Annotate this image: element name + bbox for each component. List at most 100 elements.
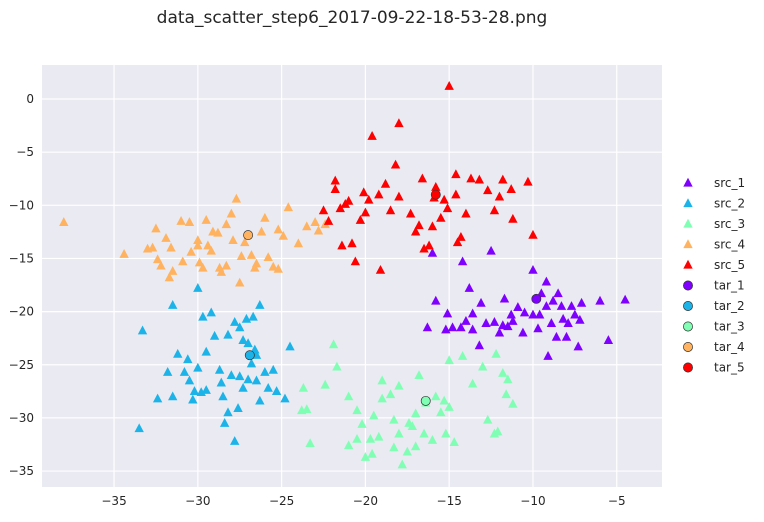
data-point-src_1 [486, 245, 496, 255]
data-point-src_5 [335, 203, 345, 213]
data-point-src_4 [216, 267, 226, 276]
x-tick-label: −10 [520, 494, 545, 508]
data-point-src_4 [240, 237, 250, 247]
data-point-src_2 [230, 317, 240, 326]
data-point-src_3 [369, 410, 379, 420]
x-tick-label: −30 [185, 494, 210, 508]
data-point-src_3 [498, 368, 508, 377]
legend-marker-tar_4 [683, 342, 693, 352]
data-point-src_3 [343, 391, 354, 401]
data-point-src_1 [561, 331, 572, 341]
data-point-src_3 [367, 448, 377, 458]
data-point-src_3 [444, 402, 454, 411]
data-point-src_2 [189, 386, 200, 395]
data-point-src_3 [352, 433, 362, 443]
y-tick-label: −35 [9, 464, 34, 478]
data-point-src_3 [320, 379, 330, 389]
data-point-src_2 [280, 393, 290, 403]
data-point-src_2 [248, 311, 258, 321]
data-point-src_3 [489, 428, 500, 438]
data-point-src_3 [352, 405, 362, 415]
data-point-src_2 [219, 418, 230, 427]
legend-label-tar_2: tar_2 [714, 299, 745, 313]
data-point-src_1 [442, 308, 453, 318]
legend: src_1 src_2 src_3 src_4 src_5 tar_1 tar_2 tar_3… [683, 176, 745, 375]
data-point-src_2 [168, 391, 178, 401]
data-point-src_1 [441, 324, 451, 334]
legend-label-src_4: src_4 [714, 238, 745, 252]
data-point-src_5 [528, 229, 538, 239]
y-axis-ticks: 0 −5 −10 −15 −20 −25 −30 −35 [9, 92, 34, 478]
data-point-src_4 [278, 230, 288, 240]
data-point-src_3 [410, 441, 421, 451]
data-point-src_1 [570, 309, 580, 319]
data-point-src_4 [208, 226, 218, 236]
data-point-src_1 [506, 309, 516, 319]
data-point-src_4 [235, 277, 245, 287]
data-point-src_1 [518, 327, 528, 337]
data-point-src_1 [566, 301, 577, 310]
data-point-src_3 [414, 370, 424, 380]
data-point-src_3 [457, 351, 468, 360]
data-point-src_4 [228, 235, 238, 245]
legend-marker-tar_1 [683, 280, 693, 291]
data-point-src_4 [151, 223, 161, 233]
data-point-src_5 [360, 207, 371, 217]
data-point-src_2 [137, 325, 148, 335]
data-point-src_3 [449, 437, 459, 446]
data-point-src_3 [385, 389, 396, 399]
data-point-src_5 [410, 226, 421, 236]
legend-label-src_1: src_1 [714, 176, 745, 190]
data-point-src_1 [541, 301, 552, 310]
data-point-src_5 [385, 205, 396, 215]
data-point-src_4 [201, 214, 211, 224]
target-point-tar_5 [430, 189, 441, 200]
data-point-src_4 [236, 251, 247, 260]
data-point-src_4 [203, 240, 213, 250]
legend-label-tar_5: tar_5 [714, 361, 745, 375]
data-point-src_5 [474, 174, 485, 184]
x-tick-label: −20 [353, 494, 378, 508]
chart-title: data_scatter_step6_2017-09-22-18-53-28.p… [156, 8, 548, 28]
data-point-src_3 [483, 414, 493, 424]
legend-marker-src_3 [683, 218, 693, 228]
data-point-src_4 [256, 226, 267, 236]
data-point-src_5 [427, 221, 438, 231]
data-point-src_5 [424, 240, 434, 250]
data-point-src_5 [350, 256, 361, 266]
target-point-tar_4 [243, 230, 254, 241]
data-point-src_1 [474, 340, 485, 350]
y-tick-label: 0 [26, 92, 34, 106]
data-point-src_1 [595, 295, 605, 305]
data-point-src_1 [528, 309, 538, 319]
target-point-tar_3 [420, 395, 431, 406]
data-point-src_3 [397, 459, 407, 469]
data-point-src_3 [419, 428, 429, 438]
data-point-src_4 [186, 246, 196, 256]
data-point-src_2 [134, 423, 144, 433]
data-point-src_3 [407, 421, 418, 431]
data-point-src_2 [193, 362, 203, 372]
data-point-src_5 [330, 184, 340, 194]
data-point-src_3 [302, 404, 312, 414]
data-point-src_5 [318, 205, 329, 215]
y-tick-label: −20 [9, 305, 34, 319]
data-point-src_2 [241, 313, 252, 323]
data-point-src_2 [214, 364, 225, 374]
data-point-src_1 [553, 288, 563, 298]
data-point-src_4 [273, 224, 283, 234]
data-point-src_5 [414, 220, 424, 230]
legend-label-src_5: src_5 [714, 258, 745, 272]
data-point-src_2 [216, 377, 226, 387]
data-point-src_5 [451, 169, 461, 179]
data-point-src_4 [268, 261, 278, 271]
legend-marker-tar_2 [683, 301, 693, 311]
data-point-src_1 [467, 308, 478, 318]
plot-area [42, 65, 662, 487]
data-point-src_1 [427, 247, 438, 257]
data-point-src_3 [328, 339, 339, 349]
data-point-src_2 [206, 307, 216, 317]
data-point-src_2 [184, 375, 195, 385]
data-point-src_5 [390, 159, 401, 169]
data-point-src_5 [374, 189, 384, 199]
